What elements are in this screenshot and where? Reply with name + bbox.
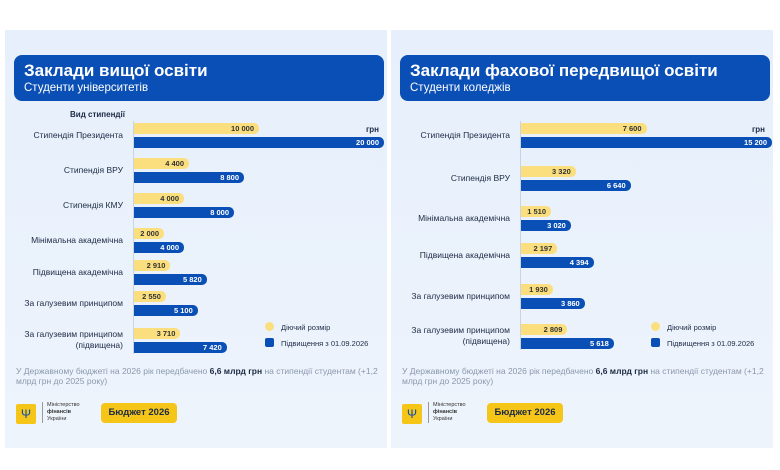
category-label-line: (підвищена): [462, 336, 510, 346]
unit-label: грн: [365, 125, 379, 134]
ministry-line: Міністерство: [433, 402, 466, 408]
note-text: У Державному бюджеті на 2026 рік передба…: [16, 366, 210, 376]
note-bold: 6,6 млрд грн: [595, 366, 649, 376]
panel-higher-education: Заклади вищої освіти Студенти університет…: [5, 30, 387, 448]
category-label: Стипендія ВРУ: [450, 173, 510, 183]
bar-current: 1 930: [521, 284, 553, 295]
bar-current: 4 000: [134, 193, 184, 204]
category-label: Стипендія ВРУ: [63, 165, 123, 175]
bar-increased: 20 000: [134, 137, 384, 148]
category-label-line: За галузевим принципом: [411, 325, 510, 335]
bar-increased: 3 860: [521, 298, 585, 309]
legend-label: Діючий розмір: [281, 323, 331, 332]
bar-current: 3 710: [134, 328, 181, 339]
category-label: Підвищена академічна: [419, 250, 510, 260]
bar-current: 2 000: [134, 228, 164, 239]
note-text-end: на стипендії студентам (+1,2 млрд грн до…: [402, 366, 764, 386]
ukraine-trident-icon: Ψ: [402, 404, 422, 424]
category-label: Стипендія Президента: [420, 130, 510, 140]
legend-swatch-yellow: [265, 322, 274, 331]
category-label: Мінімальна академічна: [31, 235, 123, 245]
ministry-line: України: [433, 416, 453, 422]
budget-note: У Державному бюджеті на 2026 рік передба…: [16, 366, 381, 386]
ministry-line: Міністерство: [47, 402, 80, 408]
chart-header: Заклади фахової передвищої освіти Студент…: [400, 55, 770, 101]
bar-current: 4 400: [134, 158, 189, 169]
ukraine-trident-icon: Ψ: [16, 404, 36, 424]
legend-item: Діючий розмір: [651, 322, 716, 332]
category-label: Стипендія Президента: [33, 130, 123, 140]
legend-swatch-blue: [265, 338, 274, 347]
bar-increased: 5 820: [134, 274, 207, 285]
note-text: У Державному бюджеті на 2026 рік передба…: [402, 366, 596, 376]
bar-current: 3 320: [521, 166, 576, 177]
bar-current: 7 600: [521, 123, 647, 134]
category-label: Мінімальна академічна: [418, 213, 510, 223]
panel-professional-prehigher-education: Заклади фахової передвищої освіти Студент…: [391, 30, 773, 448]
ministry-logo-text: Міністерство фінансів України: [428, 402, 466, 423]
bar-increased: 5 618: [521, 338, 614, 349]
bar-current: 10 000: [134, 123, 259, 134]
legend-item: Підвищення з 01.09.2026: [265, 338, 368, 348]
chart-title: Заклади вищої освіти: [24, 61, 208, 80]
category-label-line: За галузевим принципом: [24, 329, 123, 339]
category-label: За галузевим принципом (підвищена): [398, 325, 510, 347]
chart-subtitle: Студенти коледжів: [410, 82, 511, 94]
chart-title: Заклади фахової передвищої освіти: [410, 61, 718, 80]
note-text-end: на стипендії студентам (+1,2 млрд грн до…: [16, 366, 378, 386]
legend-swatch-yellow: [651, 322, 660, 331]
ministry-line: фінансів: [433, 409, 458, 415]
legend-label: Підвищення з 01.09.2026: [667, 339, 755, 348]
category-label: За галузевим принципом (підвищена): [11, 329, 123, 351]
bar-increased: 3 020: [521, 220, 571, 231]
ministry-line: України: [47, 416, 67, 422]
category-axis-label: Вид стипендії: [70, 110, 125, 119]
bar-current: 2 809: [521, 324, 568, 335]
bar-current: 2 550: [134, 291, 166, 302]
axis-line: [133, 121, 134, 354]
axis-line: [520, 121, 521, 350]
bar-current: 1 510: [521, 206, 551, 217]
legend-swatch-blue: [651, 338, 660, 347]
chart-subtitle: Студенти університетів: [24, 82, 149, 94]
category-label: За галузевим принципом: [24, 298, 123, 308]
ministry-line: фінансів: [47, 409, 72, 415]
legend-label: Діючий розмір: [667, 323, 717, 332]
category-label: Стипендія КМУ: [62, 200, 123, 210]
budget-2026-badge: Бюджет 2026: [101, 403, 177, 423]
unit-label: грн: [751, 125, 765, 134]
legend-label: Підвищення з 01.09.2026: [281, 339, 369, 348]
chart-header: Заклади вищої освіти Студенти університет…: [14, 55, 384, 101]
bar-increased: 5 100: [134, 305, 198, 316]
budget-note: У Державному бюджеті на 2026 рік передба…: [402, 366, 767, 386]
bar-increased: 15 200: [521, 137, 772, 148]
bar-current: 2 910: [134, 260, 171, 271]
bar-increased: 7 420: [134, 342, 227, 353]
note-bold: 6,6 млрд грн: [209, 366, 263, 376]
category-label-line: (підвищена): [75, 340, 123, 350]
legend-item: Підвищення з 01.09.2026: [651, 338, 754, 348]
bar-increased: 8 000: [134, 207, 234, 218]
bar-increased: 4 000: [134, 242, 184, 253]
bar-increased: 8 800: [134, 172, 244, 183]
category-label: Підвищена академічна: [32, 267, 123, 277]
ministry-logo-text: Міністерство фінансів України: [42, 402, 80, 423]
bar-increased: 6 640: [521, 180, 631, 191]
category-label: За галузевим принципом: [411, 291, 510, 301]
bar-current: 2 197: [521, 243, 558, 254]
legend-item: Діючий розмір: [265, 322, 330, 332]
budget-2026-badge: Бюджет 2026: [487, 403, 563, 423]
bar-increased: 4 394: [521, 257, 594, 268]
